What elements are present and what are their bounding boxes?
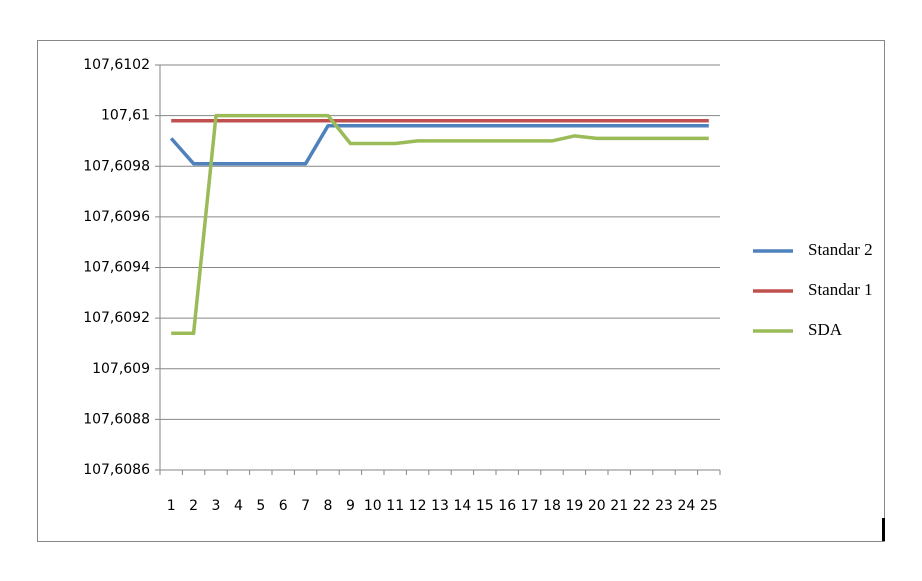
x-tick-label: 1 — [167, 498, 176, 514]
x-tick-label: 20 — [588, 498, 606, 514]
y-tick-label: 107,6088 — [83, 411, 150, 427]
y-tick-label: 107,6092 — [83, 310, 150, 326]
y-tick-label: 107,609 — [92, 361, 150, 377]
x-tick-label: 3 — [212, 498, 221, 514]
legend-label: Standar 1 — [808, 280, 873, 299]
x-tick-label: 13 — [431, 498, 449, 514]
x-tick-label: 2 — [189, 498, 198, 514]
x-tick-label: 25 — [700, 498, 718, 514]
x-tick-label: 8 — [324, 498, 333, 514]
x-tick-label: 14 — [453, 498, 471, 514]
x-tick-label: 17 — [521, 498, 539, 514]
legend: Standar 2 Standar 1 SDA — [753, 240, 873, 339]
x-tick-label: 19 — [565, 498, 583, 514]
y-tick-label: 107,6086 — [83, 462, 150, 478]
x-tick-label: 11 — [386, 498, 404, 514]
x-tick-label: 10 — [364, 498, 382, 514]
x-tick-label: 21 — [610, 498, 628, 514]
x-tick-label: 23 — [655, 498, 673, 514]
x-tick-label: 18 — [543, 498, 561, 514]
x-tick-label: 4 — [234, 498, 243, 514]
x-tick-label: 12 — [409, 498, 427, 514]
x-tick-label: 9 — [346, 498, 355, 514]
x-tick-label: 6 — [279, 498, 288, 514]
x-tick-label: 22 — [633, 498, 651, 514]
x-tick-label: 7 — [301, 498, 310, 514]
series-line — [169, 124, 709, 166]
y-tick-label: 107,61 — [101, 108, 150, 124]
y-tick-label: 107,6102 — [83, 57, 150, 73]
series-line — [171, 113, 709, 336]
y-tick-label: 107,6098 — [83, 158, 150, 174]
x-tick-label: 16 — [498, 498, 516, 514]
legend-label: Standar 2 — [808, 240, 873, 259]
chart-border — [37, 40, 885, 542]
y-tick-label: 107,6094 — [83, 260, 150, 276]
x-tick-label: 24 — [677, 498, 695, 514]
y-tick-label: 107,6096 — [83, 209, 150, 225]
x-tick-label: 5 — [256, 498, 265, 514]
cursor-bar — [882, 518, 885, 541]
x-tick-label: 15 — [476, 498, 494, 514]
legend-label: SDA — [808, 320, 843, 339]
